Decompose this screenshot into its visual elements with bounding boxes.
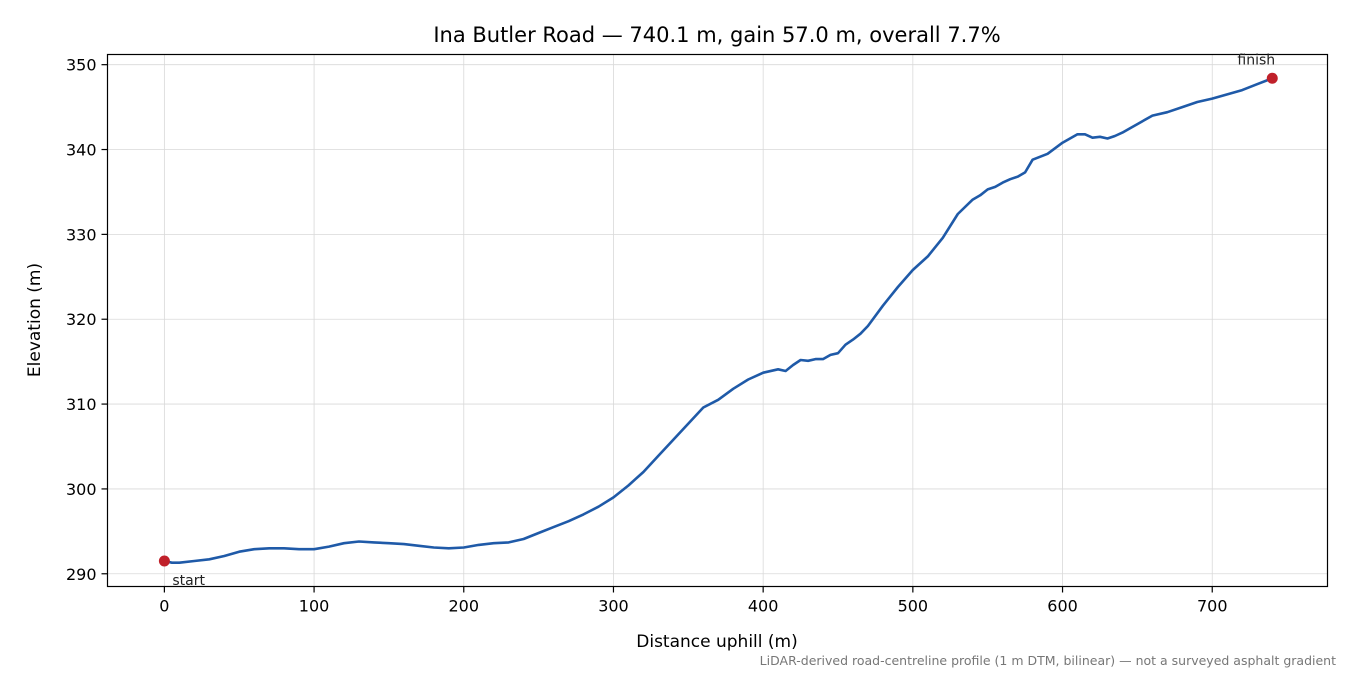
y-tick-label: 320: [66, 310, 97, 329]
x-tick-label: 400: [748, 597, 779, 616]
annotations: start finish: [158, 52, 1278, 589]
series-layer: [163, 77, 1274, 565]
y-axis: 290 300 310 320 330 340 350: [66, 56, 108, 584]
grid: [107, 54, 1328, 587]
y-tick-label: 330: [66, 225, 97, 244]
elevation-line: [163, 77, 1274, 565]
x-tick-label: 600: [1047, 597, 1078, 616]
x-tick-label: 500: [898, 597, 929, 616]
finish-label: finish: [1237, 52, 1275, 68]
x-tick-label: 100: [299, 597, 330, 616]
x-tick-label: 0: [159, 597, 169, 616]
x-tick-label: 300: [598, 597, 629, 616]
x-tick-label: 200: [448, 597, 479, 616]
x-axis-label: Distance uphill (m): [636, 632, 797, 652]
y-tick-label: 300: [66, 480, 97, 499]
start-label: start: [172, 573, 205, 589]
y-tick-label: 350: [66, 56, 97, 75]
y-axis-label: Elevation (m): [25, 263, 45, 377]
y-tick-label: 290: [66, 565, 97, 584]
plot-frame: [106, 53, 1329, 588]
x-tick-label: 700: [1197, 597, 1228, 616]
footnote: LiDAR-derived road-centreline profile (1…: [760, 653, 1336, 668]
y-tick-label: 340: [66, 141, 97, 160]
x-axis: 0 100 200 300 400 500 600 700: [159, 586, 1228, 616]
start-marker: [158, 555, 170, 567]
y-tick-label: 310: [66, 395, 97, 414]
finish-marker: [1266, 72, 1278, 84]
chart-title: Ina Butler Road — 740.1 m, gain 57.0 m, …: [433, 23, 1000, 47]
